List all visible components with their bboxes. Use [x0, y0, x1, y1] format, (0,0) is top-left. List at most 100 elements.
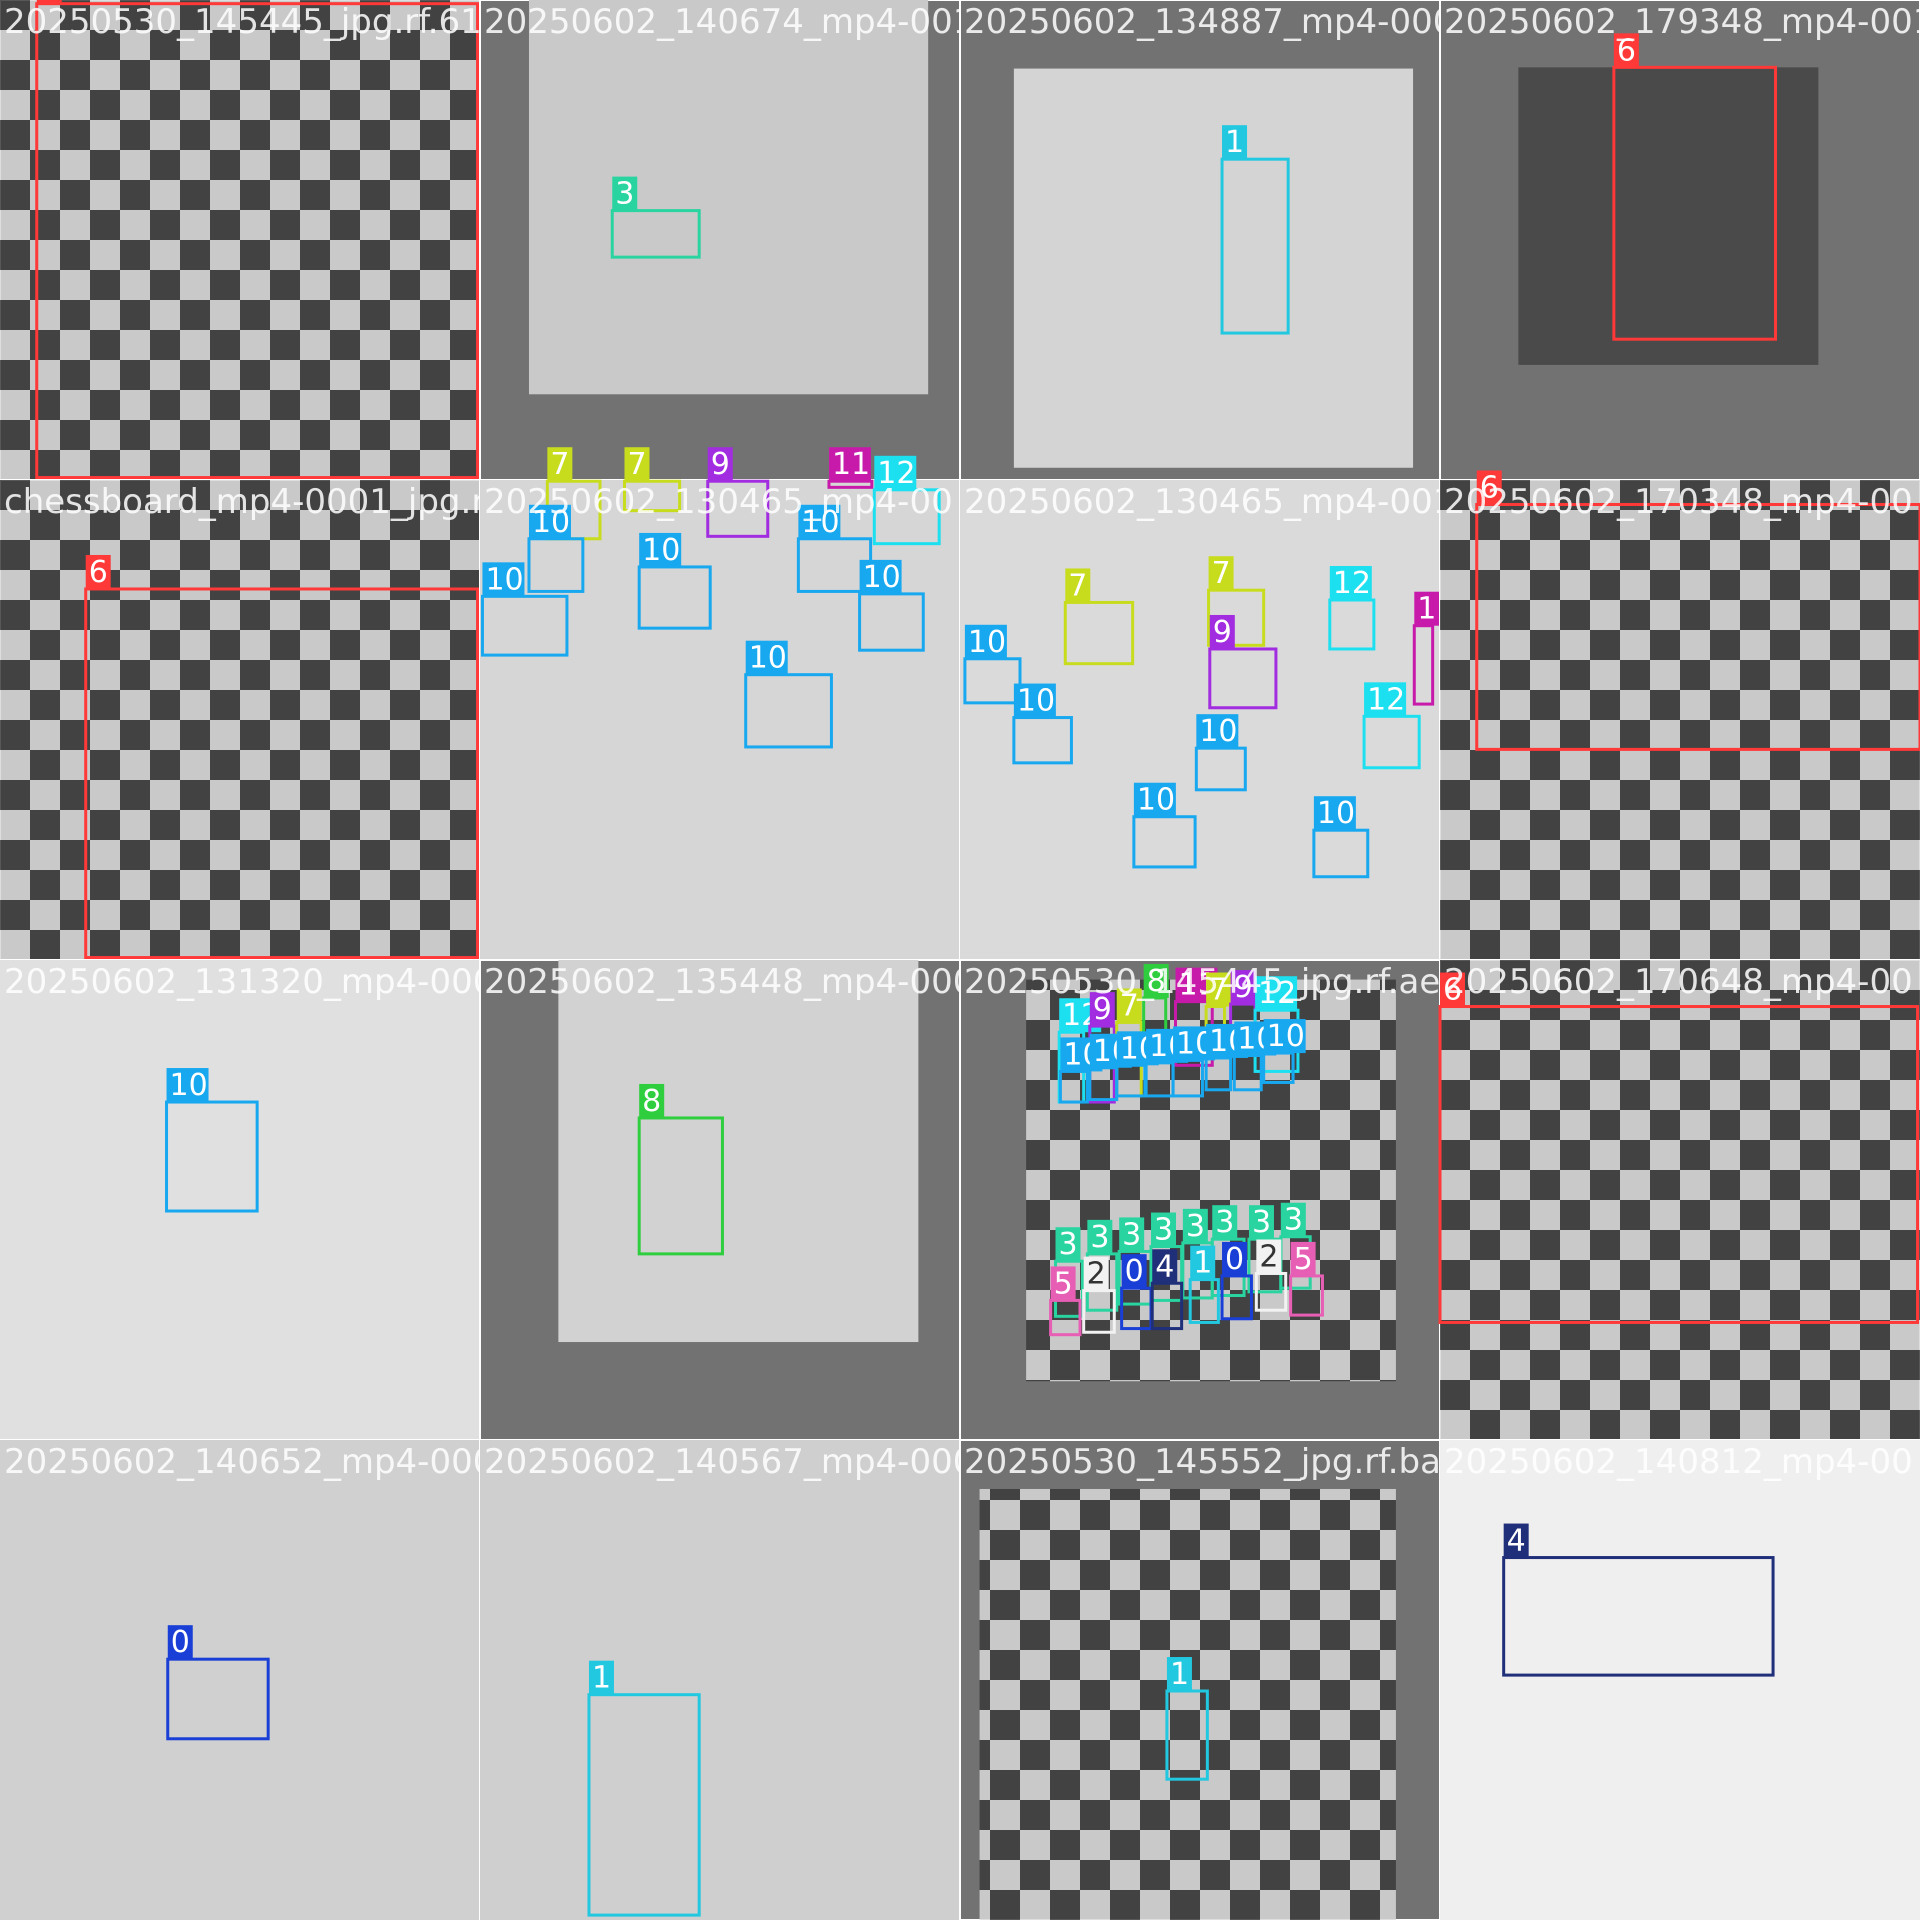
box-label: 5: [1294, 1242, 1313, 1277]
tile-title: 20250602_135448_mp4-0002: [484, 962, 996, 1002]
bounding-box: [744, 673, 833, 749]
box-label-background: [1263, 1019, 1306, 1054]
tile: 620250530_145445_jpg.rf.61a: [0, 0, 503, 481]
tile: 6 chessboard_mp4-0001_jpg.r: [0, 479, 485, 961]
box-label-background: [167, 1625, 193, 1660]
bounding-box: [1208, 647, 1278, 710]
tile: 8 20250602_135448_mp4-0002: [479, 959, 996, 1441]
photo: [979, 1488, 1396, 1920]
box-label: 3: [1122, 1217, 1141, 1252]
photo: [480, 1440, 960, 1920]
box-label-background: [1182, 1208, 1208, 1243]
box-label: 4: [1155, 1249, 1174, 1284]
box-label: 3: [1186, 1209, 1205, 1244]
box-label: 9: [1213, 615, 1232, 650]
box-label-background: [1212, 1205, 1238, 1240]
box-label: 10: [749, 641, 787, 676]
bounding-box: [84, 587, 480, 960]
bounding-box: [706, 479, 770, 538]
box-label: 4: [1507, 1524, 1526, 1559]
box-label: 12: [877, 456, 915, 491]
bounding-box: [1063, 600, 1135, 666]
box-label-background: [588, 1660, 614, 1695]
box-label-background: [859, 559, 902, 594]
tile: 0 20250602_140652_mp4-0002: [0, 1439, 516, 1920]
box-label: 5: [1054, 1266, 1073, 1301]
tile: 7 7 9 11 1210101010101020250602_130465_mp4-0…: [479, 447, 961, 961]
box-label: 3: [1090, 1220, 1109, 1255]
box-label-background: [1248, 1205, 1274, 1240]
box-label: 10: [1317, 796, 1355, 831]
tile-title: 20250602_140674_mp4-0012: [484, 2, 996, 42]
box-label: 7: [1120, 988, 1139, 1023]
tile: 1 20250530_145552_jpg.rf.ba: [959, 1439, 1441, 1920]
box-label: 10: [532, 505, 570, 540]
box-label-background: [1230, 970, 1256, 1005]
photo: [0, 0, 480, 480]
box-label: 7: [627, 447, 646, 482]
box-label: 10: [801, 505, 839, 540]
box-label: 6: [1617, 33, 1636, 68]
box-label: 2: [1087, 1257, 1106, 1292]
bounding-box: [480, 594, 569, 657]
box-label-background: [707, 447, 733, 482]
box-label: 6: [89, 555, 108, 590]
box-label: 3: [615, 177, 634, 212]
box-label: 3: [1215, 1205, 1234, 1240]
bounding-box: [35, 2, 480, 480]
tile-title: 20250602_140812_mp4-00: [1444, 1442, 1913, 1482]
photo: [480, 480, 960, 960]
box-label: 10: [1137, 783, 1175, 818]
bounding-box: [1612, 65, 1778, 341]
box-label-background: [1280, 1202, 1306, 1237]
box-label: 3: [1284, 1203, 1303, 1238]
box-label-background: [639, 532, 682, 567]
box-label-background: [798, 504, 841, 539]
box-label: 11: [832, 447, 870, 482]
box-label-background: [874, 455, 917, 490]
box-label-background: [547, 447, 573, 482]
box-label-background: [1290, 1241, 1316, 1276]
box-label: 7: [550, 447, 569, 482]
box-label-background: [36, 0, 62, 4]
box-label-background: [1476, 470, 1502, 505]
box-label: 9: [1234, 970, 1253, 1005]
tile: 1 20250602_140567_mp4-0002: [479, 1439, 996, 1920]
box-label: 8: [1147, 964, 1166, 999]
box-label-background: [1065, 568, 1091, 603]
photo: [0, 1440, 480, 1920]
box-label: 12: [1333, 566, 1371, 601]
box-label-background: [1133, 782, 1176, 817]
box-label-background: [1121, 1254, 1147, 1289]
box-label-background: [624, 447, 650, 482]
box-label-background: [1329, 566, 1372, 600]
box-label-background: [1222, 1241, 1248, 1276]
box-label-background: [612, 176, 638, 211]
bounding-box: [1207, 588, 1266, 647]
box-label-background: [1152, 1249, 1178, 1284]
bounding-box: [165, 1100, 259, 1213]
box-label-background: [745, 640, 788, 675]
box-label-background: [1116, 988, 1142, 1023]
box-label-background: [639, 1083, 665, 1118]
box-label-background: [1209, 614, 1235, 649]
box-label: 9: [1093, 992, 1112, 1027]
box-label-background: [1255, 976, 1298, 1011]
box-label: 0: [171, 1625, 190, 1660]
bounding-box: [622, 479, 682, 513]
tile-title: 20250602_130465_mp4-001: [964, 482, 1454, 522]
box-label: 8: [642, 1084, 661, 1119]
box-label: 2: [1259, 1239, 1278, 1274]
box-label: 1: [1225, 125, 1244, 160]
box-label: 3: [1252, 1205, 1271, 1240]
box-label: 0: [1225, 1242, 1244, 1277]
box-label-background: [1222, 125, 1248, 160]
photo: [558, 960, 919, 1343]
box-label-background: [1151, 1212, 1177, 1247]
box-label: 7: [1212, 556, 1231, 591]
box-label-background: [1083, 1256, 1109, 1291]
